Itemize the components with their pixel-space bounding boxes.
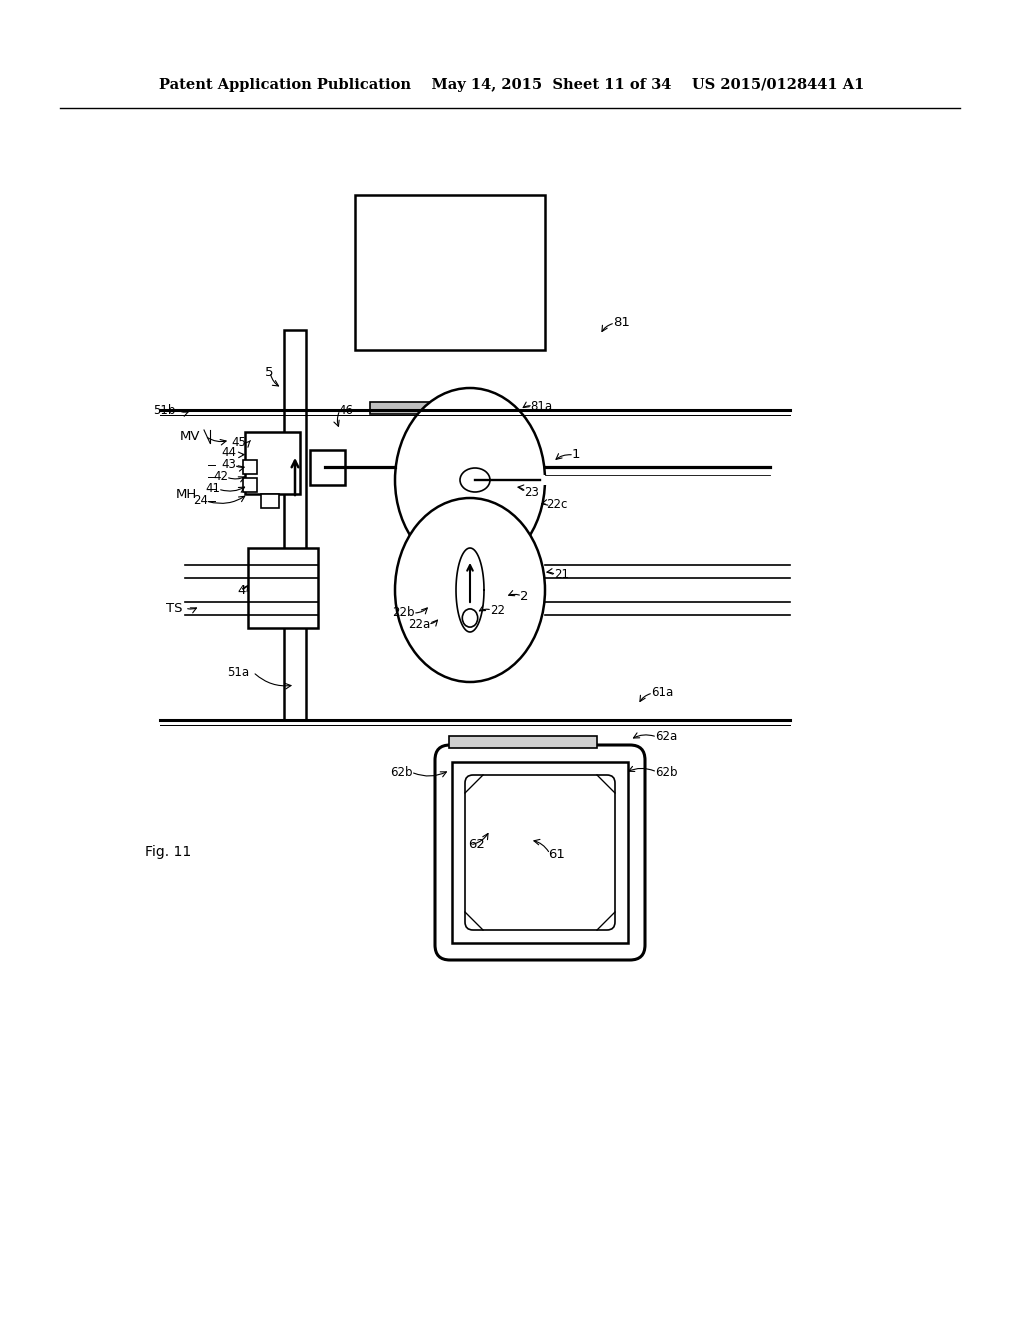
Text: 22a: 22a [408, 618, 430, 631]
Text: 62b: 62b [655, 766, 678, 779]
Text: 61: 61 [548, 847, 565, 861]
Text: 21: 21 [554, 569, 569, 582]
Text: Fig. 11: Fig. 11 [145, 845, 191, 859]
Ellipse shape [460, 469, 490, 492]
Text: 4: 4 [237, 583, 246, 597]
Bar [245, 432, 300, 494]
Text: 81: 81 [613, 317, 630, 330]
Bar [261, 494, 279, 508]
Text: 51a: 51a [227, 665, 249, 678]
Text: 61a: 61a [651, 686, 673, 700]
Bar [284, 330, 306, 719]
Text: 41: 41 [205, 483, 220, 495]
Text: 24: 24 [193, 495, 208, 507]
Bar [243, 459, 257, 474]
FancyBboxPatch shape [435, 744, 645, 960]
Text: 2: 2 [520, 590, 528, 602]
Text: MH: MH [176, 487, 197, 500]
Bar [310, 450, 345, 484]
Bar [449, 737, 597, 748]
Text: 44: 44 [221, 446, 236, 459]
Text: 62: 62 [468, 838, 485, 851]
Bar [370, 403, 470, 414]
Text: 42: 42 [213, 470, 228, 483]
Bar [355, 195, 545, 350]
Ellipse shape [395, 498, 545, 682]
Text: 46: 46 [338, 404, 353, 417]
Bar [248, 548, 318, 628]
Text: 62a: 62a [655, 730, 677, 743]
Text: 22b: 22b [392, 606, 415, 619]
Text: 1: 1 [572, 449, 581, 462]
FancyBboxPatch shape [465, 775, 615, 931]
Text: Patent Application Publication    May 14, 2015  Sheet 11 of 34    US 2015/012844: Patent Application Publication May 14, 2… [160, 78, 864, 92]
Bar [243, 478, 257, 492]
Text: 45: 45 [231, 436, 246, 449]
Text: 22: 22 [490, 603, 505, 616]
Ellipse shape [462, 609, 478, 627]
Text: 81a: 81a [530, 400, 552, 412]
Text: 43: 43 [221, 458, 236, 471]
Bar [534, 475, 603, 484]
Text: 23: 23 [524, 486, 539, 499]
Ellipse shape [395, 388, 545, 572]
Text: 22c: 22c [546, 499, 567, 511]
Text: 51b: 51b [153, 404, 175, 417]
Text: 5: 5 [265, 366, 273, 379]
Bar [452, 762, 628, 942]
Text: MV: MV [179, 429, 200, 442]
Text: TS: TS [166, 602, 182, 615]
Text: 62b: 62b [390, 766, 413, 779]
